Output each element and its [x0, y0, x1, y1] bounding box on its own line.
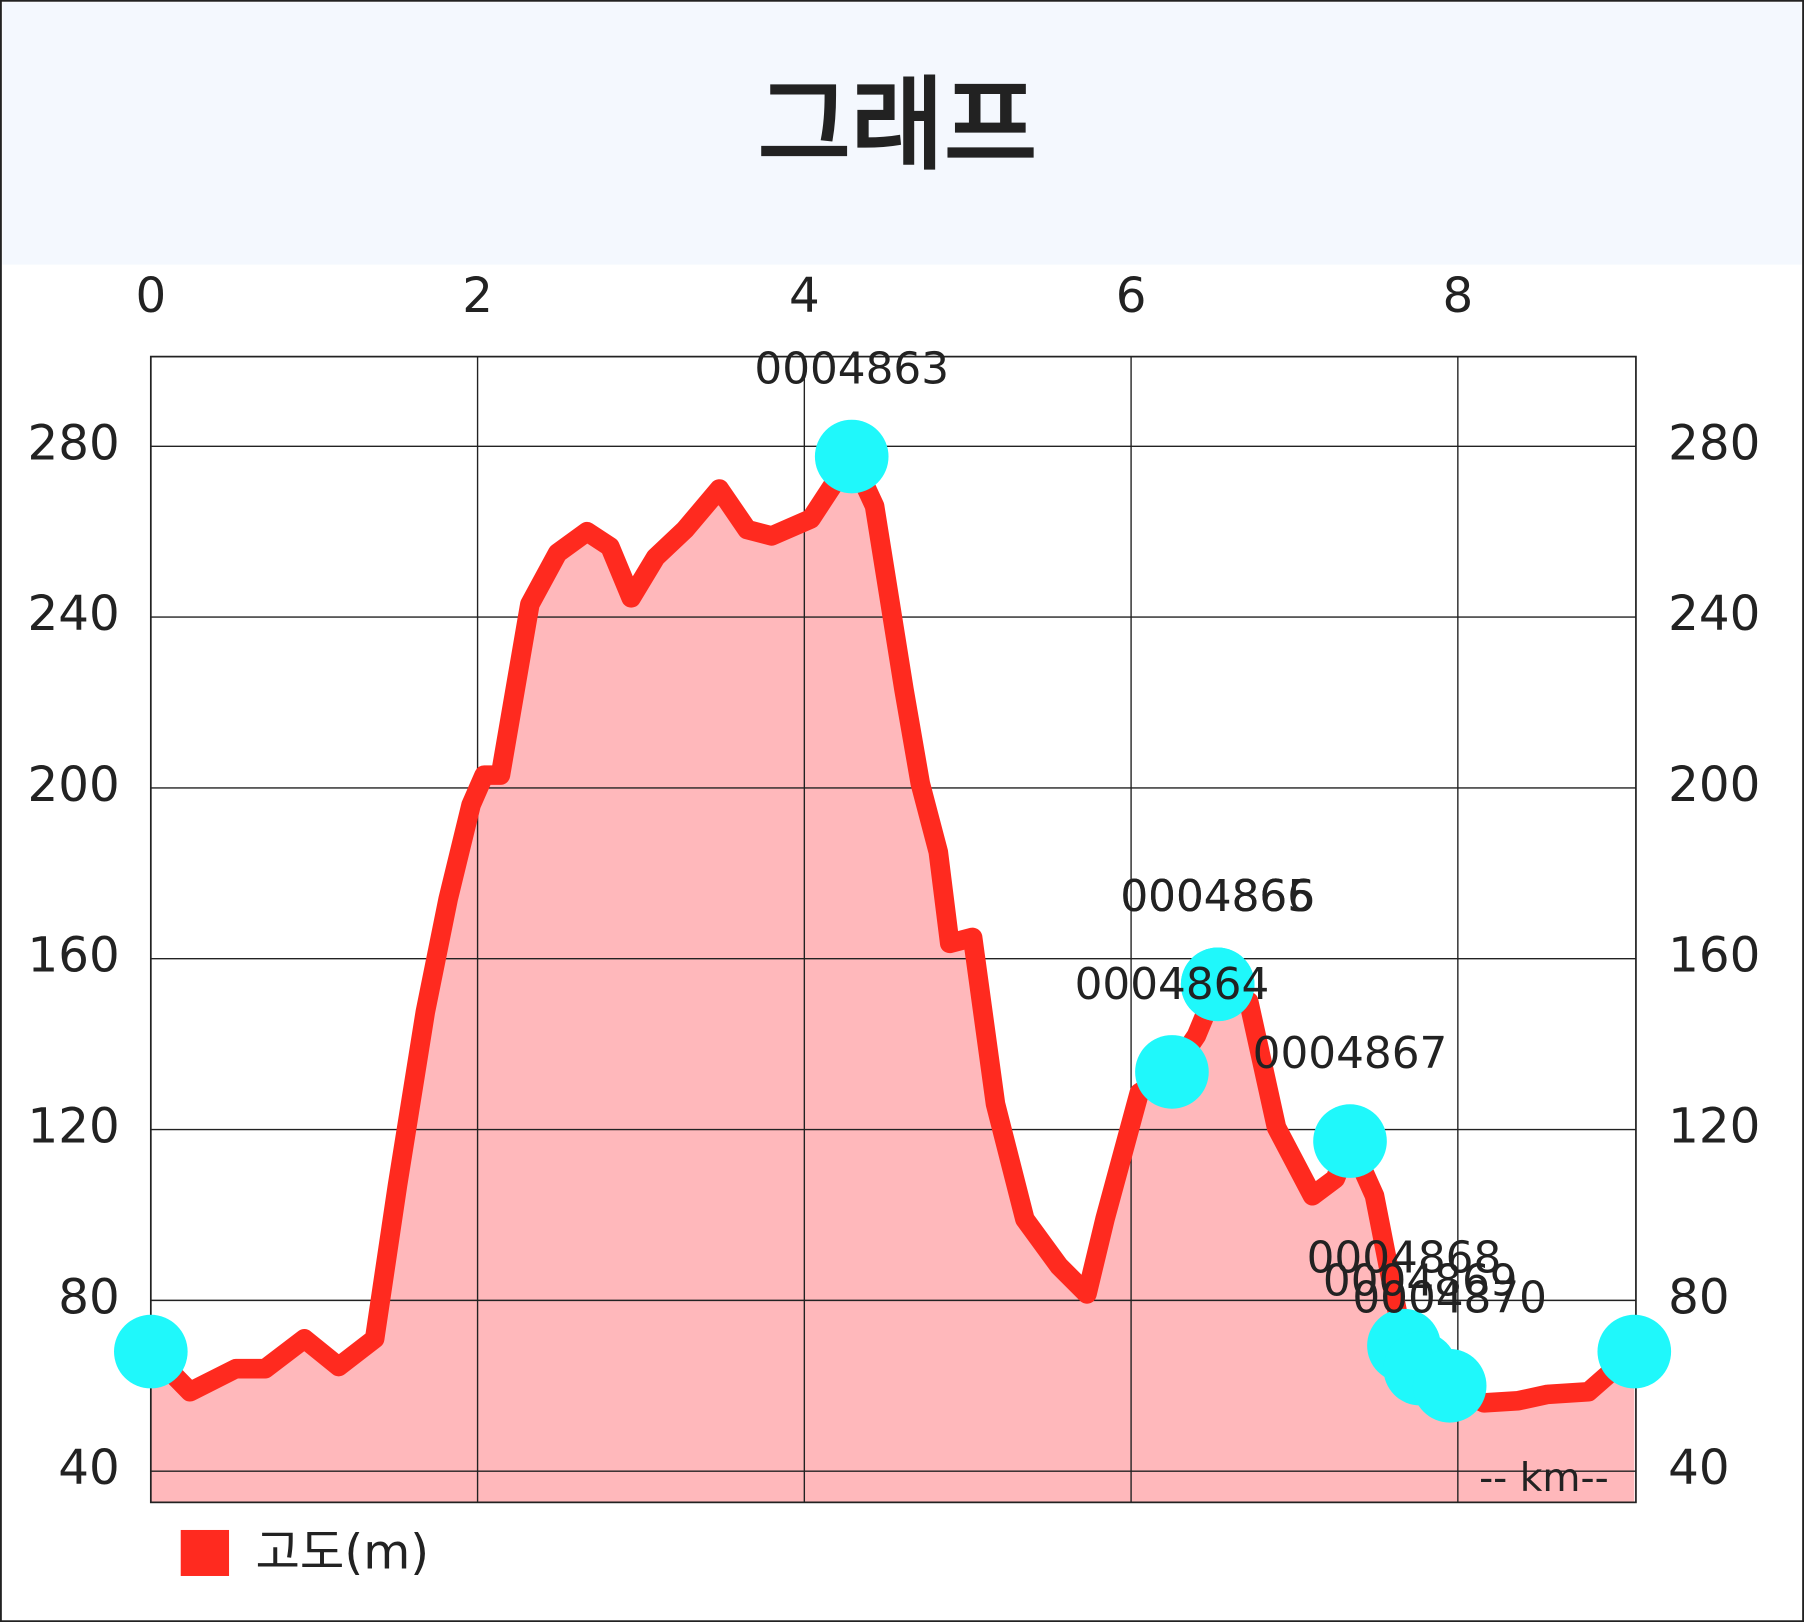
waypoint-marker [1412, 1348, 1487, 1423]
waypoint-label: 0004869 [1323, 1256, 1518, 1307]
x-tick-label: 0 [135, 268, 166, 324]
waypoint-label: 0004863 [754, 343, 949, 394]
x-tick-label: 4 [789, 268, 820, 324]
y2-tick-label: 240 [1668, 586, 1760, 642]
waypoint-marker [1597, 1314, 1672, 1389]
waypoint-marker [1135, 1035, 1209, 1109]
y2-tick-label: 200 [1668, 757, 1760, 813]
header [2, 2, 1802, 265]
y2-tick-label: 280 [1668, 415, 1760, 471]
y-tick-label: 200 [28, 757, 120, 813]
y2-tick-label: 160 [1668, 928, 1760, 984]
x-tick-label: 8 [1442, 268, 1473, 324]
waypoint-marker [1313, 1104, 1387, 1178]
waypoint-label: 0004866 [1120, 871, 1315, 922]
legend-label: 고도(m) [256, 1524, 430, 1580]
y2-tick-label: 80 [1668, 1269, 1729, 1325]
x-tick-label: 6 [1116, 268, 1147, 324]
waypoint-marker [1180, 947, 1255, 1022]
y-tick-label: 80 [58, 1269, 119, 1325]
area-fill [150, 456, 1635, 1503]
waypoint-marker [814, 419, 889, 494]
waypoint-label: 0004870 [1352, 1273, 1547, 1324]
y2-tick-label: 120 [1668, 1099, 1760, 1155]
waypoint-label: 0004868 [1307, 1233, 1502, 1284]
y-tick-label: 40 [58, 1440, 119, 1496]
legend-swatch [180, 1529, 230, 1576]
y-tick-label: 160 [28, 928, 120, 984]
y-tick-label: 120 [28, 1099, 120, 1155]
x-tick-label: 2 [462, 268, 493, 324]
waypoint-label: 0004864 [1075, 959, 1270, 1010]
y-tick-label: 240 [28, 586, 120, 642]
chart-title: 그래프 [758, 66, 1037, 184]
x-axis-label: -- km-- [1479, 1456, 1609, 1501]
y2-tick-label: 40 [1668, 1440, 1729, 1496]
waypoint-label: 0004865 [1120, 871, 1315, 922]
waypoint-marker [114, 1314, 188, 1389]
waypoint-label: 0004867 [1253, 1028, 1448, 1079]
y-tick-label: 280 [28, 415, 120, 471]
